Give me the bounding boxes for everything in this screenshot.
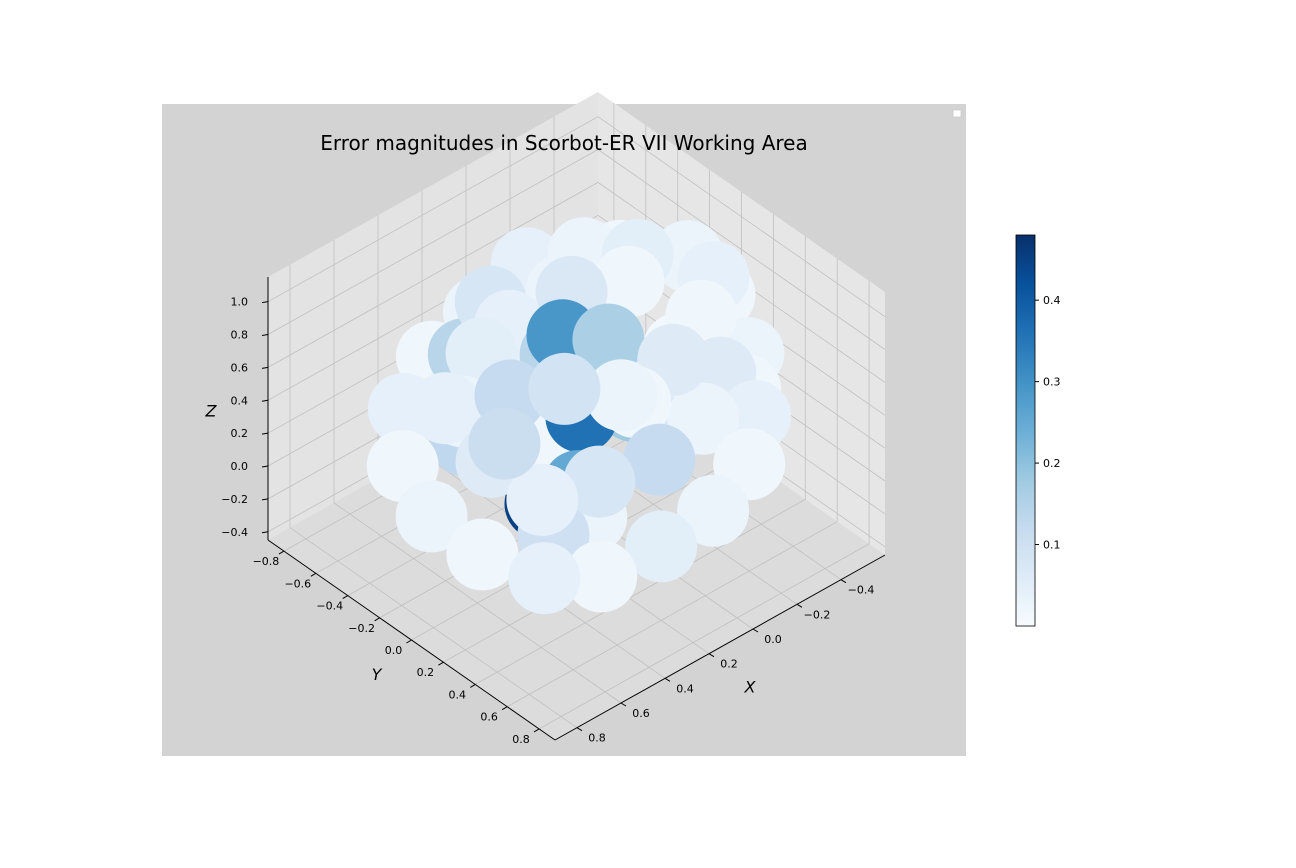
x-tick-label: 0.0 — [764, 633, 782, 646]
x-axis-line — [554, 554, 886, 741]
x-tick-label: 0.6 — [632, 707, 650, 720]
data-point — [395, 480, 468, 553]
x-axis-label: X — [744, 678, 757, 697]
x-tick-label: −0.2 — [804, 608, 831, 621]
data-point — [592, 245, 665, 318]
gridline-z — [267, 181, 886, 383]
y-tick-label: −0.4 — [316, 600, 343, 613]
y-tick-label: −0.2 — [348, 622, 375, 635]
y-tick — [406, 639, 412, 644]
x-tick — [840, 579, 847, 584]
x-tick-label: 0.2 — [720, 658, 738, 671]
tick-group: −0.4 −0.2 0.0 0.2 0.4 0.6 0.8 −0.8 −0.6 −0.4 −0.2 0… — [221, 296, 874, 746]
x-tick — [664, 677, 671, 682]
x-tick — [752, 628, 759, 633]
data-point — [585, 359, 658, 432]
colorbar: 0.1 0.2 0.3 0.4 — [1015, 234, 1061, 627]
colorbar-tick-label: 0.2 — [1043, 457, 1061, 470]
z-tick — [261, 334, 269, 337]
gridline-x — [333, 240, 622, 704]
x-tick-label: 0.4 — [676, 682, 694, 695]
y-tick — [470, 684, 476, 688]
z-tick-label: 0.2 — [231, 427, 249, 440]
z-tick — [261, 498, 269, 501]
z-tick-label: 0.8 — [231, 329, 249, 342]
z-tick — [261, 301, 269, 304]
gridline-x — [289, 264, 578, 729]
gridline-y — [507, 258, 838, 708]
colorbar-tick-label: 0.1 — [1043, 539, 1061, 552]
y-tick — [342, 595, 348, 599]
data-point — [506, 463, 579, 536]
z-axis-label: Z — [205, 402, 218, 421]
colorbar-gradient — [1015, 234, 1036, 627]
gridline-z — [267, 116, 886, 318]
axis-label-group: X Y Z — [205, 402, 757, 697]
data-point — [565, 540, 638, 613]
x-tick — [576, 727, 583, 732]
data-point — [677, 474, 750, 547]
x-tick — [708, 653, 715, 658]
z-tick-label: 1.0 — [231, 296, 249, 309]
chart-title: Error magnitudes in Scorbot-ER VII Worki… — [320, 131, 807, 155]
z-tick-label: −0.4 — [221, 526, 248, 539]
data-point — [468, 407, 541, 480]
z-tick-label: 0.0 — [231, 460, 249, 473]
y-tick-label: −0.8 — [253, 555, 280, 568]
z-tick-label: −0.2 — [221, 493, 248, 506]
gridline-z — [267, 214, 886, 416]
data-point — [563, 445, 636, 518]
x-tick — [620, 702, 627, 707]
y-tick — [278, 550, 285, 555]
gridline-y — [538, 280, 870, 730]
y-tick-label: 0.6 — [480, 711, 498, 724]
z-tick — [261, 465, 269, 468]
y-tick-label: 0.2 — [417, 666, 435, 679]
z-tick-label: 0.6 — [231, 361, 249, 374]
data-point — [446, 518, 519, 591]
gridline-z — [267, 149, 886, 350]
y-tick-label: 0.8 — [512, 733, 530, 746]
data-point — [572, 303, 645, 376]
y-tick — [501, 706, 508, 711]
data-point — [409, 372, 482, 445]
back-pane-yz — [268, 92, 598, 540]
y-tick — [438, 661, 444, 666]
y-tick — [374, 617, 380, 622]
x-tick-label: −0.4 — [848, 584, 875, 597]
legend-box[interactable] — [952, 109, 962, 118]
y-tick-label: −0.6 — [284, 577, 311, 590]
z-tick — [261, 366, 269, 369]
data-point — [508, 542, 581, 615]
x-tick-label: 0.8 — [588, 732, 606, 745]
data-point — [528, 352, 601, 425]
colorbar-tick-label: 0.3 — [1043, 376, 1061, 389]
data-point — [625, 510, 698, 583]
gridline-y — [475, 236, 806, 685]
points-group — [366, 217, 792, 615]
y-tick — [310, 572, 317, 577]
z-tick — [261, 399, 269, 402]
y-tick-label: 0.0 — [385, 644, 403, 657]
y-axis-label: Y — [372, 665, 383, 684]
data-point — [623, 423, 696, 496]
y-tick-label: 0.4 — [449, 688, 467, 701]
colorbar-tick-label: 0.4 — [1043, 294, 1061, 307]
z-tick-label: 0.4 — [231, 394, 249, 407]
y-tick — [533, 728, 540, 733]
z-tick — [261, 432, 269, 435]
z-tick — [261, 531, 269, 534]
x-tick — [796, 603, 803, 608]
